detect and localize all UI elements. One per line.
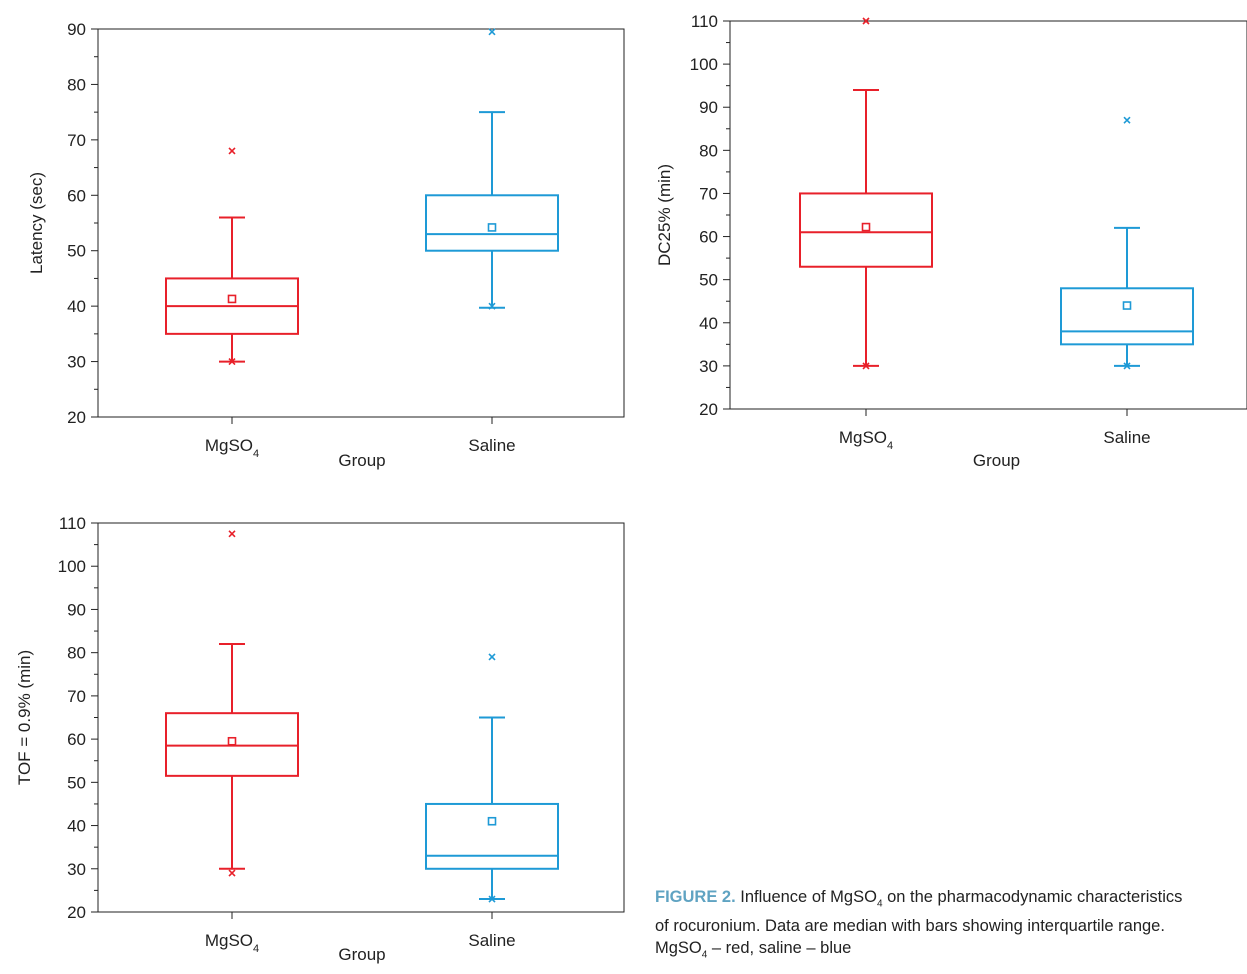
y-tick-label: 50 — [67, 773, 86, 792]
outlier-marker — [1123, 362, 1131, 370]
caption-sub-3: 4 — [701, 949, 708, 961]
outlier-marker — [488, 302, 496, 310]
iqr-box — [425, 802, 559, 870]
caption-line-2: of rocuronium. Data are median with bars… — [655, 917, 1165, 936]
y-tick-label: 30 — [67, 860, 86, 879]
y-tick-label: 60 — [699, 228, 718, 247]
mean-marker — [487, 816, 497, 826]
y-tick-label: 80 — [699, 141, 718, 160]
caption-label: FIGURE 2. — [655, 888, 736, 906]
outlier-marker — [862, 17, 870, 25]
iqr-box — [799, 192, 933, 268]
caption-line-3: MgSO4 – red, saline – blue — [655, 937, 1247, 966]
caption-text-3a: MgSO — [655, 939, 702, 958]
outlier-marker — [862, 362, 870, 370]
latency-chart: 20 30 40 50 60 70 80 90 Latency (sec) MgSO4 Saline… — [0, 0, 640, 480]
y-tick-label: 20 — [67, 903, 86, 922]
caption-text-1a: Influence of MgSO — [735, 888, 877, 906]
mean-marker — [1122, 301, 1132, 310]
dc25-plot: 20 30 40 50 60 70 80 90 100 110 DC25% (min) MgSO4 Sa… — [655, 12, 1247, 470]
x-tick-label: MgSO4 — [205, 436, 259, 460]
y-tick-label: 100 — [690, 55, 718, 74]
outlier-marker — [228, 869, 236, 877]
y-tick-label: 90 — [67, 20, 86, 39]
y-tick-label: 70 — [67, 687, 86, 706]
caption-text-3b: – red, saline – blue — [707, 939, 852, 958]
box-mgso4 — [165, 147, 299, 366]
mean-marker — [861, 222, 871, 232]
plot-frame — [97, 28, 625, 418]
y-tick-label: 50 — [67, 242, 86, 261]
tof-chart: 20 30 40 50 60 70 80 90 100 110 TOF = 0.9% (min) Mg… — [0, 495, 640, 969]
tof-plot: 20 30 40 50 60 70 80 90 100 110 TOF = 0.9% (min) Mg… — [15, 514, 625, 964]
outlier-marker — [228, 358, 236, 366]
outlier-marker — [488, 653, 496, 661]
y-axis-label: DC25% (min) — [655, 164, 674, 266]
y-axis-label: TOF = 0.9% (min) — [15, 650, 34, 785]
box-saline — [425, 28, 559, 310]
plot-frame — [97, 522, 625, 913]
y-tick-label: 110 — [691, 12, 718, 31]
y-tick-label: 50 — [699, 271, 718, 290]
y-tick-label: 20 — [699, 400, 718, 419]
y-tick-label: 60 — [67, 186, 86, 205]
x-axis-label: Group — [338, 451, 385, 470]
y-tick-label: 70 — [699, 184, 718, 203]
iqr-box — [425, 194, 559, 252]
box-mgso4 — [799, 17, 933, 370]
caption-line-1: FIGURE 2. Influence of MgSO4 on the phar… — [655, 886, 1247, 915]
y-tick-label: 80 — [67, 75, 86, 94]
x-axis-label: Group — [973, 451, 1020, 470]
figure-caption: FIGURE 2. Influence of MgSO4 on the phar… — [655, 886, 1247, 967]
y-axis-label: Latency (sec) — [27, 172, 46, 274]
x-tick-label: Saline — [468, 436, 515, 455]
mean-marker — [227, 736, 237, 746]
y-tick-label: 40 — [699, 314, 718, 333]
x-tick-label: MgSO4 — [205, 931, 259, 955]
plot-frame — [729, 20, 1247, 410]
x-tick-label: Saline — [1103, 428, 1150, 447]
y-tick-label: 60 — [67, 730, 86, 749]
mean-marker — [487, 223, 497, 232]
caption-sub-1: 4 — [876, 898, 883, 910]
iqr-box — [1060, 287, 1194, 346]
outlier-marker — [1123, 116, 1131, 124]
box-saline — [1060, 116, 1194, 370]
outlier-marker — [228, 530, 236, 538]
iqr-box — [165, 712, 299, 777]
y-tick-label: 100 — [58, 557, 86, 576]
y-tick-label: 30 — [67, 353, 86, 372]
outlier-marker — [228, 147, 236, 155]
outlier-marker — [488, 28, 496, 36]
y-tick-label: 90 — [699, 98, 718, 117]
mean-marker — [227, 294, 237, 304]
y-tick-label: 20 — [67, 408, 86, 427]
y-tick-label: 110 — [59, 514, 86, 533]
latency-plot: 20 30 40 50 60 70 80 90 Latency (sec) MgSO4 Saline… — [27, 20, 625, 470]
y-tick-label: 70 — [67, 131, 86, 150]
y-tick-label: 80 — [67, 644, 86, 663]
x-axis-label: Group — [338, 945, 385, 964]
dc25-chart: 20 30 40 50 60 70 80 90 100 110 DC25% (min) MgSO4 Sa… — [630, 0, 1247, 480]
caption-text-1b: on the pharmacodynamic characteristics — [882, 888, 1183, 906]
outlier-marker — [488, 895, 496, 903]
y-tick-label: 40 — [67, 297, 86, 316]
box-saline — [425, 653, 559, 903]
y-tick-label: 40 — [67, 817, 86, 836]
x-tick-label: MgSO4 — [839, 428, 893, 452]
y-tick-label: 30 — [699, 357, 718, 376]
y-tick-label: 90 — [67, 600, 86, 619]
x-tick-label: Saline — [468, 931, 515, 950]
box-mgso4 — [165, 530, 299, 877]
